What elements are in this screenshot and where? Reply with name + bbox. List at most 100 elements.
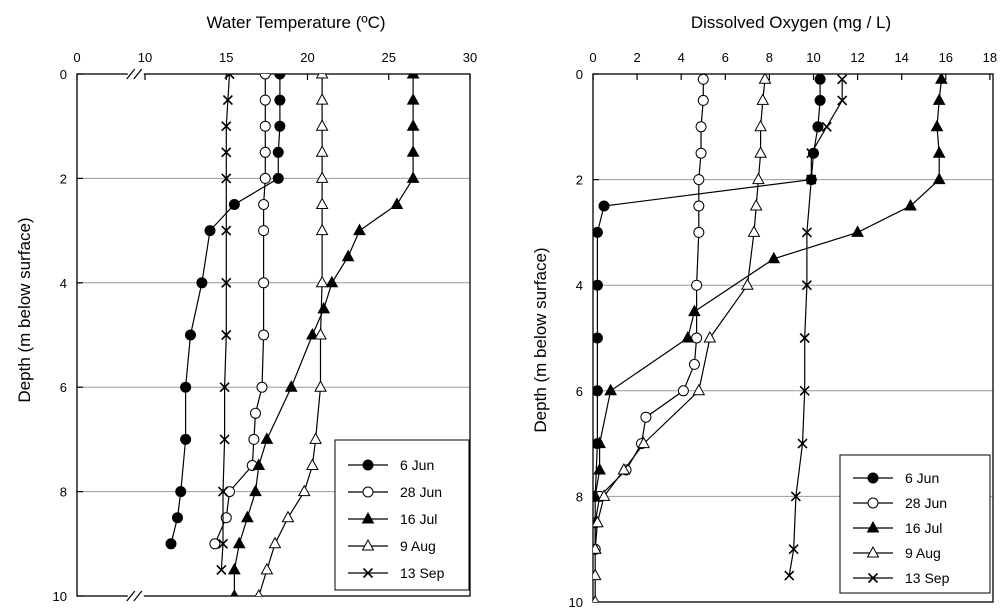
marker-9-aug [297, 484, 311, 497]
marker-9-aug [692, 383, 706, 396]
marker-13-sep [221, 329, 232, 341]
marker-6-jun [196, 277, 208, 289]
marker-28-jun [258, 225, 270, 237]
legend-label: 16 Jul [905, 520, 942, 536]
marker-16-jul [406, 93, 420, 105]
chart-title: Dissolved Oxygen (mg / L) [691, 13, 891, 32]
marker-6-jun [814, 94, 826, 106]
marker-6-jun [812, 121, 824, 133]
y-tick-label: 8 [576, 489, 583, 504]
series-line [594, 79, 942, 550]
marker-9-aug [752, 172, 765, 185]
x-tick-label: 20 [300, 50, 314, 65]
marker-6-jun [593, 385, 603, 397]
marker-13-sep [217, 486, 229, 497]
marker-13-sep [216, 564, 227, 575]
y-tick-label: 8 [60, 485, 67, 500]
y-axis-label: Depth (m below surface) [531, 247, 550, 432]
x-tick-label: 18 [983, 50, 997, 65]
marker-9-aug [703, 330, 717, 343]
marker-13-sep [784, 570, 795, 581]
marker-16-jul [317, 301, 331, 314]
marker-16-jul [851, 225, 864, 237]
y-tick-label: 10 [569, 595, 583, 608]
marker-16-jul [361, 511, 375, 524]
legend-label: 6 Jun [400, 457, 434, 473]
legend: 6 Jun 28 Jun 16 Jul 9 Aug 13 Sep [839, 454, 991, 594]
marker-28-jun [250, 407, 261, 419]
legend-label: 13 Sep [905, 570, 950, 586]
marker-6-jun [165, 538, 177, 550]
y-tick-label: 4 [60, 276, 67, 291]
x-tick-label: 25 [382, 50, 396, 65]
marker-6-jun [274, 120, 286, 132]
marker-16-jul [406, 171, 420, 183]
marker-16-jul [230, 588, 239, 596]
axis-break-mark [133, 590, 143, 602]
marker-9-aug [315, 93, 329, 105]
chart-title: Water Temperature (ºC) [206, 13, 385, 32]
marker-28-jun [693, 200, 705, 212]
marker-28-jun [259, 172, 271, 184]
marker-16-jul [593, 436, 606, 449]
marker-6-jun [204, 225, 216, 237]
marker-16-jul [406, 119, 420, 131]
marker-16-jul [866, 520, 880, 533]
marker-6-jun [175, 486, 187, 498]
y-tick-label: 6 [60, 380, 67, 395]
marker-16-jul [932, 172, 946, 185]
x-tick-label: 12 [850, 50, 864, 65]
marker-16-jul [325, 275, 339, 288]
marker-28-jun [259, 120, 271, 132]
x-tick-label: 16 [939, 50, 953, 65]
x-tick-label: 10 [138, 50, 152, 65]
marker-6-jun [180, 433, 192, 445]
marker-16-jul [306, 327, 319, 340]
marker-9-aug [741, 278, 754, 290]
marker-28-jun [693, 174, 705, 186]
marker-28-jun [258, 199, 270, 210]
marker-9-aug [309, 432, 322, 444]
x-tick-label: 8 [766, 50, 773, 65]
marker-13-sep [801, 280, 812, 291]
marker-6-jun [180, 381, 192, 393]
marker-9-aug [754, 146, 767, 158]
marker-28-jun [259, 94, 271, 106]
axis-break-mark [126, 590, 136, 602]
x-tick-label: 0 [73, 50, 80, 65]
marker-28-jun [693, 226, 705, 238]
marker-9-aug [306, 458, 319, 470]
marker-13-sep [790, 491, 801, 502]
marker-13-sep [222, 95, 233, 106]
marker-9-aug [315, 197, 329, 209]
marker-16-jul [241, 510, 254, 523]
marker-16-jul [228, 562, 241, 575]
x-tick-label: 0 [589, 50, 596, 65]
marker-9-aug [315, 145, 329, 157]
marker-9-aug [593, 568, 602, 581]
marker-13-sep [221, 225, 232, 236]
marker-9-aug [747, 225, 761, 237]
marker-16-jul [681, 330, 695, 343]
legend-label: 6 Jun [905, 470, 939, 486]
marker-9-aug [315, 119, 329, 131]
y-axis-label: Depth (m below surface) [15, 217, 34, 402]
marker-16-jul [593, 489, 602, 501]
marker-13-sep [799, 332, 810, 344]
series-line [214, 74, 266, 545]
marker-6-jun [185, 329, 196, 341]
x-tick-label: 4 [678, 50, 685, 65]
marker-9-aug [597, 489, 611, 501]
marker-6-jun [814, 74, 826, 85]
x-tick-label: 14 [894, 50, 908, 65]
marker-28-jun [695, 147, 707, 159]
marker-28-jun [209, 538, 221, 550]
x-tick-label: 6 [722, 50, 729, 65]
marker-6-jun [172, 512, 183, 524]
dissolved-oxygen-chart: Dissolved Oxygen (mg / L) Depth (m below… [531, 13, 997, 608]
marker-9-aug [754, 119, 767, 132]
marker-6-jun [593, 332, 603, 344]
marker-28-jun [248, 433, 260, 445]
marker-9-aug [315, 74, 329, 79]
marker-16-jul [932, 146, 946, 158]
